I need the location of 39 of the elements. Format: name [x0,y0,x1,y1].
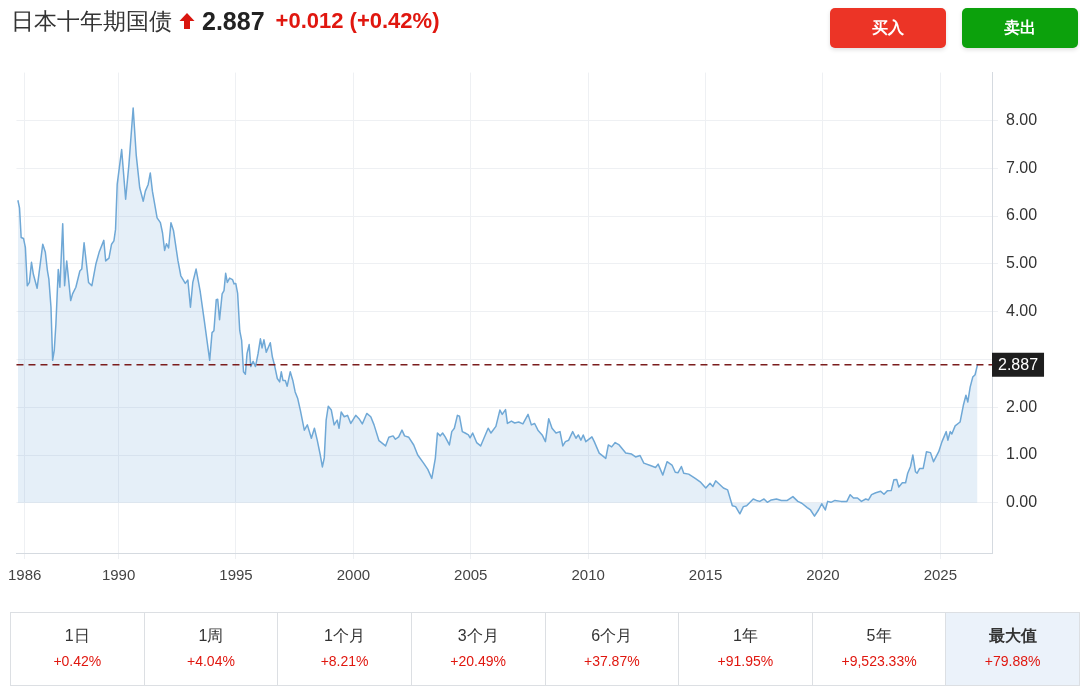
y-tick-label: 2.00 [1006,397,1038,415]
text: 6个月 [591,627,633,644]
text: +9,523.33% [841,653,917,669]
x-tick-label: 2010 [571,566,605,584]
text: +20.49% [450,653,507,669]
sell-button: 卖出 [962,8,1078,48]
text: +0.42% [53,653,102,669]
text: 1年 [732,627,758,644]
x-tick-label: 2000 [336,566,371,584]
y-tick-label: 5.00 [1006,254,1038,272]
x-tick-label: 2025 [923,566,958,584]
text: 3个月 [457,627,499,644]
y-tick-label: 6.00 [1006,206,1038,224]
text: +91.95% [717,653,774,669]
text: +0.012 (+0.42%) [275,8,440,33]
text: 1周 [198,627,224,644]
y-tick-label: 0.00 [1006,493,1038,511]
text: 1日 [64,627,90,644]
x-tick-label: 2015 [688,566,723,584]
text: 5年 [866,627,892,644]
x-tick-label: 1990 [101,566,136,584]
ref-line-label: 2.887 [998,356,1039,374]
text: +79.88% [984,653,1041,669]
text: +4.04% [187,653,235,669]
y-tick-label: 4.00 [1006,302,1038,320]
y-tick-label: 8.00 [1006,110,1038,128]
y-tick-label: 1.00 [1006,445,1038,463]
text: +8.21% [320,653,369,669]
x-tick-label: 2020 [806,566,840,584]
chart-title: 日本十年期国债 [11,7,172,34]
text: +37.87% [583,653,640,669]
x-tick-label: 1995 [219,566,253,584]
text: 最大值 [988,627,1037,644]
y-tick-label: 7.00 [1006,158,1038,176]
x-tick-label: 2005 [454,566,488,584]
x-tick-label: 1986 [8,566,42,584]
text: 1个月 [324,627,366,644]
buy-button: 买入 [830,8,946,48]
text: 2.887 [202,6,265,35]
